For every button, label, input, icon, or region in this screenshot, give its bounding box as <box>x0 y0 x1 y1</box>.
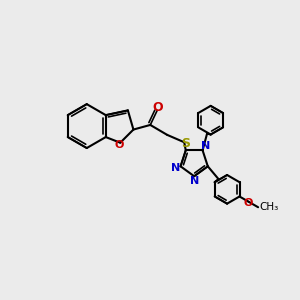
Text: N: N <box>171 163 180 173</box>
Text: O: O <box>244 198 253 208</box>
Text: N: N <box>201 141 210 151</box>
Text: S: S <box>181 137 190 150</box>
Text: O: O <box>114 140 124 151</box>
Text: N: N <box>190 176 199 186</box>
Text: CH₃: CH₃ <box>259 202 278 212</box>
Text: O: O <box>152 101 163 114</box>
